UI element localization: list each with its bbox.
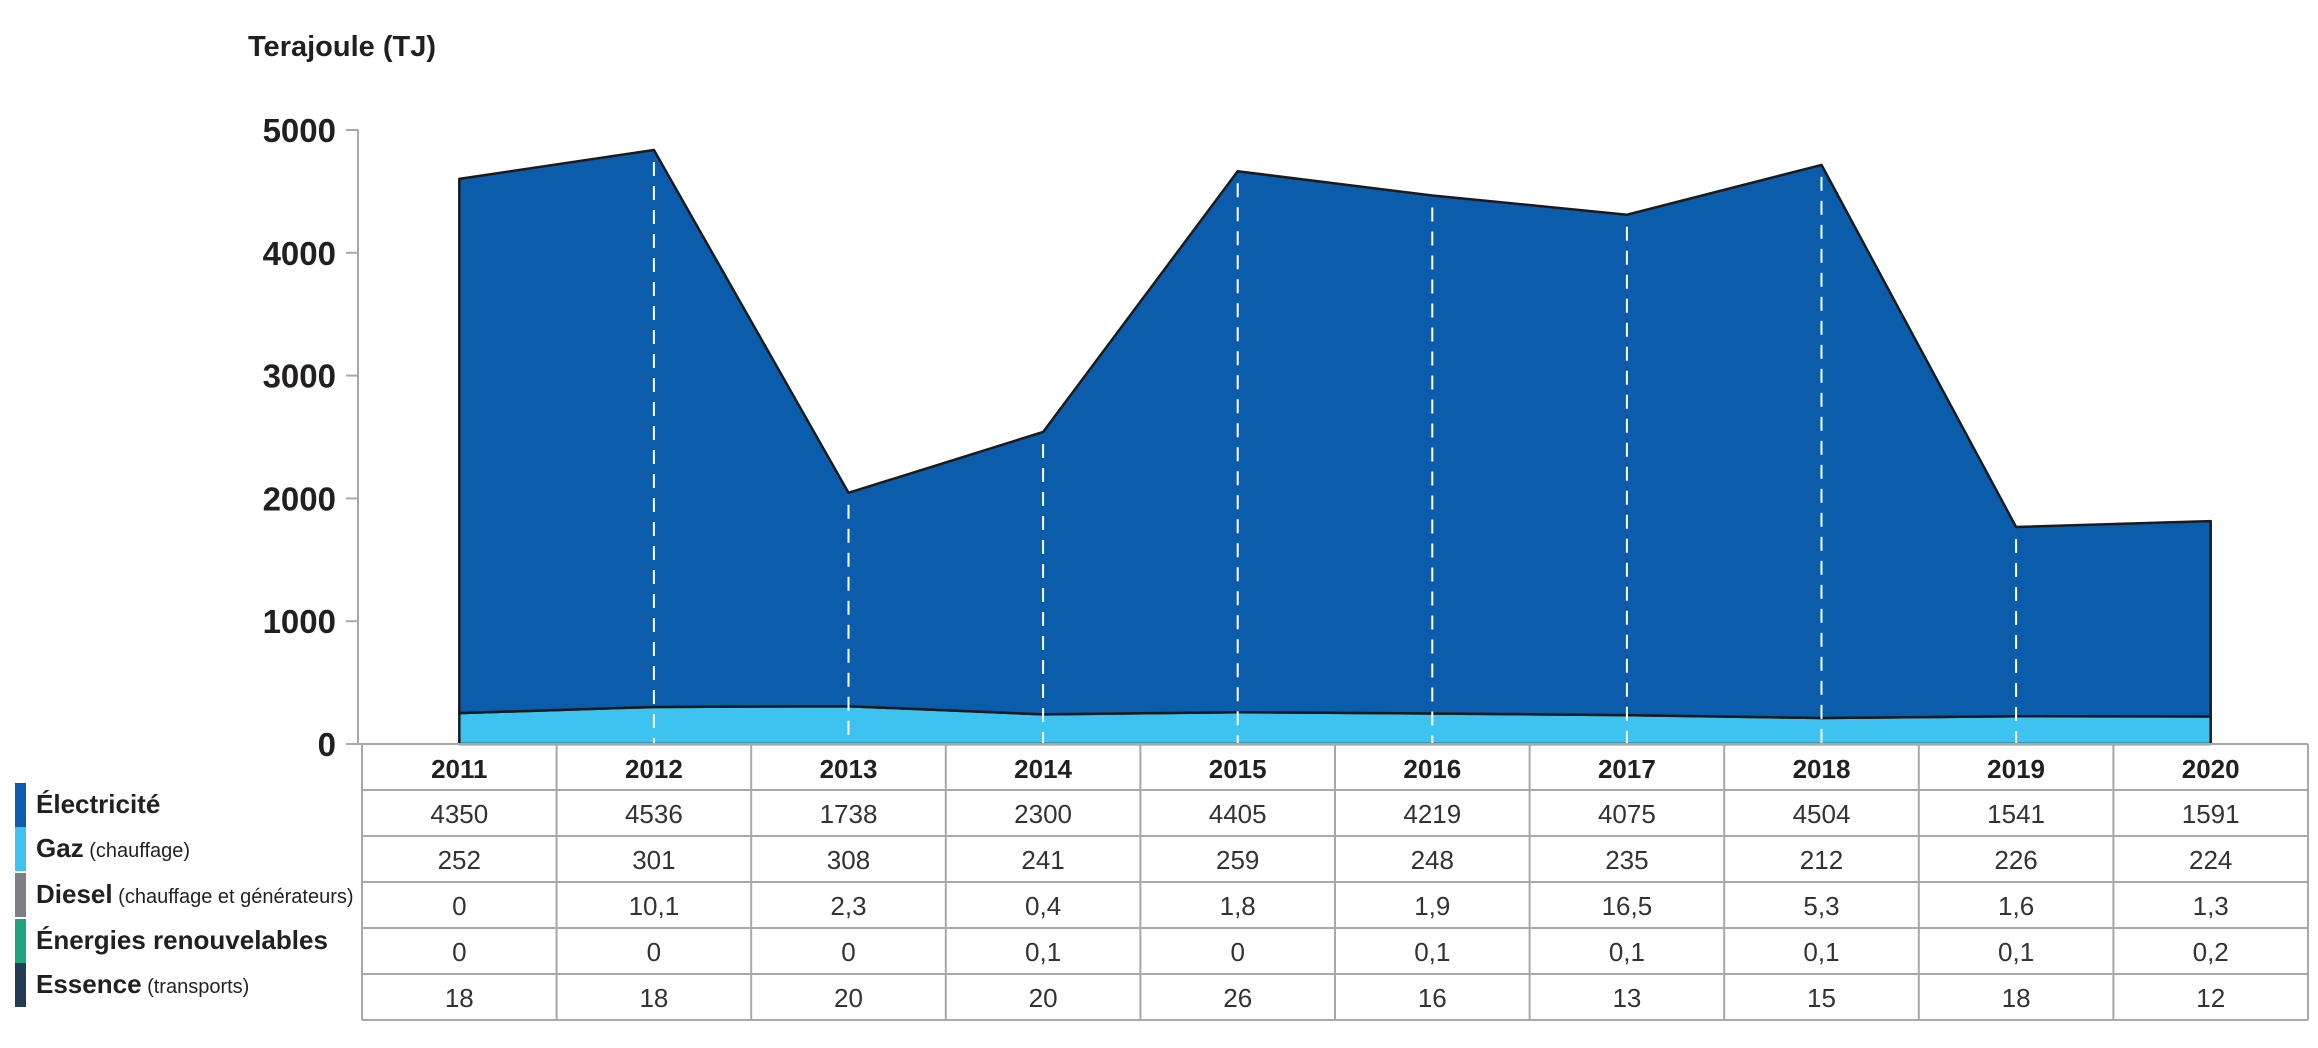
year-2011: 2011 [431, 754, 487, 784]
y-tick-label: 5000 [263, 112, 336, 149]
table-cell: 18 [2002, 983, 2031, 1013]
table-cell: 0,4 [1025, 891, 1061, 921]
legend-suffix: (transports) [142, 976, 250, 998]
table-cell: 18 [639, 983, 668, 1013]
year-2019: 2019 [1987, 754, 2045, 784]
table-cell: 212 [1800, 845, 1843, 875]
table-cell: 20 [1029, 983, 1058, 1013]
y-tick-label: 0 [318, 726, 336, 763]
y-tick-label: 3000 [263, 358, 336, 395]
table-cell: 1738 [820, 799, 878, 829]
table-cell: 1541 [1987, 799, 2045, 829]
table-cell: 0 [841, 937, 855, 967]
table-cell: 235 [1605, 845, 1648, 875]
year-2018: 2018 [1793, 754, 1851, 784]
table-cell: 0,1 [1998, 937, 2034, 967]
year-dividers [652, 162, 2018, 744]
table-cell: 0 [452, 891, 466, 921]
legend-suffix: (chauffage) [84, 840, 190, 862]
table-cell: 0,1 [1609, 937, 1645, 967]
legend-suffix: (chauffage et générateurs) [113, 886, 354, 908]
table-cell: 0,1 [1803, 937, 1839, 967]
table-cell: 16 [1418, 983, 1447, 1013]
legend-swatch [15, 783, 26, 827]
legend-label: Diesel (chauffage et générateurs) [36, 879, 354, 909]
year-2020: 2020 [2182, 754, 2240, 784]
table-cell: 13 [1612, 983, 1641, 1013]
table-cell: 1,3 [2193, 891, 2229, 921]
table-cell: 301 [632, 845, 675, 875]
table-cell: 0,2 [2193, 937, 2229, 967]
table-cell: 1,8 [1220, 891, 1256, 921]
table-cell: 0,1 [1414, 937, 1450, 967]
table-cell: 20 [834, 983, 863, 1013]
table-cell: 4405 [1209, 799, 1267, 829]
legend-swatch [15, 919, 26, 963]
legend-label: Essence (transports) [36, 969, 249, 999]
table-cell: 0 [452, 937, 466, 967]
table-cell: 0,1 [1025, 937, 1061, 967]
legend-label: Gaz (chauffage) [36, 833, 190, 863]
y-tick-label: 4000 [263, 235, 336, 272]
table-cell: 2300 [1014, 799, 1072, 829]
unit-label: Terajoule (TJ) [248, 31, 436, 63]
table-cell: 308 [827, 845, 870, 875]
table-cell: 252 [438, 845, 481, 875]
table-cell: 0 [1230, 937, 1244, 967]
table-cell: 1,9 [1414, 891, 1450, 921]
table-cell: 4075 [1598, 799, 1656, 829]
legend-label: Électricité [36, 789, 160, 819]
legend-swatch [15, 827, 26, 871]
year-2012: 2012 [625, 754, 683, 784]
y-axis: 0 1000 2000 3000 4000 5000 [263, 112, 362, 763]
table-cell: 4536 [625, 799, 683, 829]
table-cell: 241 [1021, 845, 1064, 875]
data-table: 2011 2012 2013 2014 2015 2016 2017 2018 2019 2020… [361, 743, 2309, 1021]
table-cell: 12 [2196, 983, 2225, 1013]
table-cell: 16,5 [1602, 891, 1653, 921]
y-tick-label: 1000 [263, 603, 336, 640]
table-cell: 26 [1223, 983, 1252, 1013]
year-2014: 2014 [1014, 754, 1072, 784]
y-tick-label: 2000 [263, 480, 336, 517]
year-2013: 2013 [820, 754, 878, 784]
legend-name: Diesel [36, 879, 113, 909]
table-cell: 1591 [2182, 799, 2240, 829]
table-cell: 18 [445, 983, 474, 1013]
series-legend: Électricité Gaz (chauffage) Diesel (chauff… [15, 783, 354, 1007]
table-cell: 1,6 [1998, 891, 2034, 921]
legend-name: Énergies renouvelables [36, 925, 328, 955]
year-2016: 2016 [1403, 754, 1461, 784]
legend-name: Électricité [36, 789, 160, 819]
table-cell: 15 [1807, 983, 1836, 1013]
table-cell: 248 [1411, 845, 1454, 875]
table-cell: 10,1 [629, 891, 680, 921]
legend-label: Énergies renouvelables [36, 925, 328, 955]
year-2017: 2017 [1598, 754, 1656, 784]
year-2015: 2015 [1209, 754, 1267, 784]
table-cell: 0 [647, 937, 661, 967]
table-cell: 4219 [1403, 799, 1461, 829]
table-cell: 5,3 [1803, 891, 1839, 921]
legend-swatch [15, 963, 26, 1007]
table-cell: 259 [1216, 845, 1259, 875]
area-layers [458, 148, 2212, 746]
table-cell: 2,3 [830, 891, 866, 921]
table-cell: 4350 [430, 799, 488, 829]
table-cell: 4504 [1793, 799, 1851, 829]
legend-swatch [15, 873, 26, 917]
legend-name: Gaz [36, 833, 84, 863]
table-cell: 224 [2189, 845, 2232, 875]
table-cell: 226 [1994, 845, 2037, 875]
legend-name: Essence [36, 969, 142, 999]
area--lectricit- [458, 148, 2212, 720]
